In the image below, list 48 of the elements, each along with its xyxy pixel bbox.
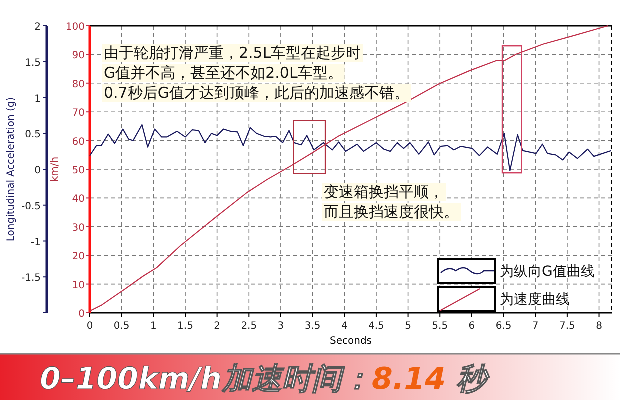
x-tick-label: 1.5: [178, 321, 194, 332]
x-tick-label: 1: [150, 321, 157, 332]
x-tick-label: 6: [468, 321, 476, 332]
x-tick-label: 6.5: [496, 321, 512, 332]
legend-label: 为纵向G值曲线: [500, 264, 595, 280]
y-tick-label: 2: [34, 22, 41, 33]
x-tick-label: 7.5: [559, 321, 576, 332]
x-tick-label: 3.5: [304, 321, 321, 332]
x-tick-label: 7: [532, 321, 539, 332]
y2-tick-label: 100: [66, 22, 85, 33]
y-tick-label: 0.5: [25, 130, 41, 141]
x-tick-label: 0: [86, 321, 94, 332]
line-series: [89, 124, 612, 172]
annotation: 而且换挡速度很快。: [324, 203, 459, 221]
y-axis-title: Longitudinal Acceleration (g): [6, 97, 17, 242]
x-tick-label: 4: [341, 321, 348, 332]
y2-tick-label: 80: [72, 79, 85, 90]
annotation: 变速箱换挡平顺，: [324, 183, 444, 201]
x-tick-label: 2.5: [241, 321, 258, 332]
annotation: 0.7秒后G值才达到顶峰，此后的加速感不错。: [104, 84, 410, 102]
y-tick-label: 1: [34, 94, 41, 105]
y2-tick-label: 10: [72, 280, 85, 292]
y2-tick-label: 70: [72, 108, 85, 120]
x-tick-label: 8: [596, 321, 602, 332]
y-tick-label: -0.5: [21, 201, 41, 212]
y-tick-label: 1.5: [25, 58, 41, 69]
x-tick-label: 4.5: [368, 321, 384, 332]
annotation: 由于轮胎打滑严重，2.5L车型在起步时: [104, 44, 362, 62]
x-tick-label: 5: [405, 321, 412, 332]
legend-label: 为速度曲线: [500, 292, 570, 308]
y2-tick-label: 30: [72, 222, 85, 234]
y2-tick-label: 40: [72, 194, 85, 206]
y2-tick-label: 60: [72, 136, 85, 148]
y-tick-label: -1.5: [21, 273, 41, 284]
text: 0–100km/h加速时间：8.14 秒: [40, 362, 491, 397]
x-tick-label: 0.5: [114, 321, 130, 332]
x-tick-label: 2: [214, 321, 221, 332]
annotation: G值并不高，甚至还不如2.0L车型。: [104, 64, 343, 82]
y-tick-label: -1: [31, 237, 41, 248]
x-tick-label: 5.5: [432, 321, 448, 332]
x-tick-label: 3: [278, 321, 284, 332]
y2-tick-label: 50: [72, 166, 85, 176]
y2-tick-label: 90: [72, 50, 85, 62]
x-axis-title: Seconds: [330, 336, 372, 347]
y2-tick-label: 20: [72, 252, 85, 263]
y2-tick-label: 0: [78, 309, 85, 320]
y2-axis-title: km/h: [50, 156, 61, 182]
y-tick-label: 0: [34, 166, 41, 176]
